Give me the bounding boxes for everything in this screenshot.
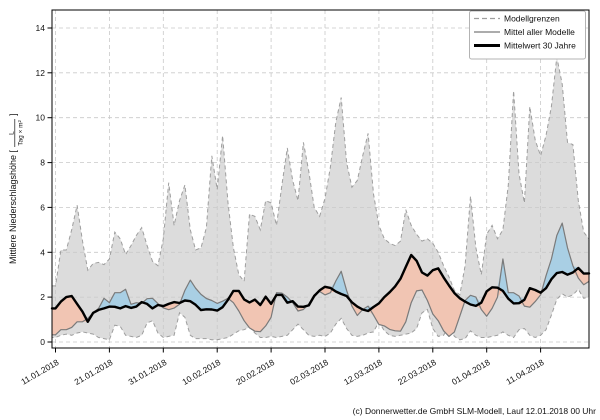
- x-tick-label: 22.03.2018: [396, 357, 438, 387]
- svg-text:2: 2: [40, 292, 45, 302]
- svg-text:6: 6: [40, 202, 45, 212]
- svg-text:14: 14: [36, 23, 46, 33]
- legend-label: Mittelwert 30 Jahre: [504, 41, 576, 51]
- x-tick-label: 02.03.2018: [288, 357, 330, 387]
- below-normal-area: [52, 255, 589, 337]
- x-tick-label: 11.04.2018: [504, 357, 546, 387]
- y-axis: 0 2 4 6 8 10 12 14: [36, 23, 52, 347]
- model-bounds-band: [52, 57, 589, 340]
- svg-text:Tag × m²: Tag × m²: [18, 119, 25, 145]
- svg-text:10: 10: [36, 113, 46, 123]
- svg-text:12: 12: [36, 68, 46, 78]
- copyright-caption: (c) Donnerwetter.de GmbH SLM-Modell, Lau…: [352, 406, 596, 416]
- svg-text:Mittlere Niederschlagshöhe [: Mittlere Niederschlagshöhe [: [8, 149, 18, 264]
- x-axis: 11.01.2018 21.01.2018 31.01.2018 10.02.2018…: [19, 348, 546, 387]
- svg-text:0: 0: [40, 337, 45, 347]
- svg-text:L: L: [9, 131, 16, 135]
- svg-text:4: 4: [40, 247, 45, 257]
- x-tick-label: 11.01.2018: [19, 357, 61, 387]
- legend-label: Mittel aller Modelle: [504, 27, 575, 37]
- x-tick-label: 12.03.2018: [342, 357, 384, 387]
- x-tick-label: 31.01.2018: [126, 357, 168, 387]
- svg-text:8: 8: [40, 158, 45, 168]
- y-axis-label: Mittlere Niederschlagshöhe [ L Tag × m²]: [8, 113, 25, 264]
- legend: Modellgrenzen Mittel aller Modelle Mittelw…: [469, 10, 586, 60]
- mean30-line: [50, 253, 591, 323]
- x-tick-label: 01.04.2018: [450, 357, 492, 387]
- svg-text:]: ]: [8, 113, 18, 116]
- x-tick-label: 20.02.2018: [234, 357, 276, 387]
- legend-label: Modellgrenzen: [504, 14, 560, 24]
- plot-frame: [51, 9, 590, 349]
- x-tick-label: 21.01.2018: [73, 357, 115, 387]
- x-tick-label: 10.02.2018: [180, 357, 222, 387]
- above-normal-area: [52, 223, 589, 322]
